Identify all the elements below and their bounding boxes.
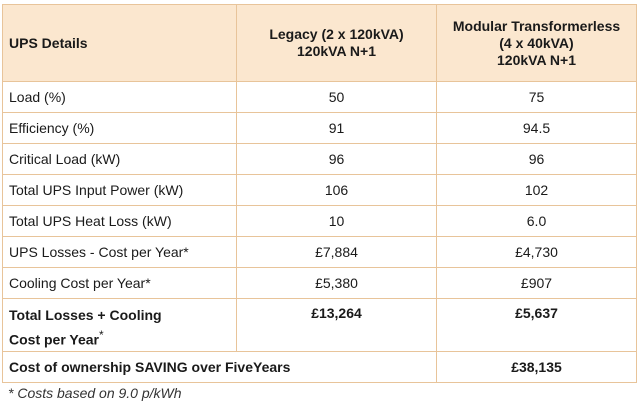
modular-value: 94.5 — [436, 112, 637, 144]
modular-value: 6.0 — [436, 205, 637, 237]
ups-comparison-table-wrapper: UPS Details Legacy (2 x 120kVA) 120kVA N… — [2, 4, 637, 383]
table-row: Total UPS Heat Loss (kW) 10 6.0 — [2, 205, 637, 237]
saving-row: Cost of ownership SAVING over FiveYears … — [2, 351, 637, 383]
total-label: Total Losses + Cooling Cost per Year* — [2, 298, 237, 352]
modular-value: £4,730 — [436, 236, 637, 268]
header-modular: Modular Transformerless (4 x 40kVA) 120k… — [436, 4, 637, 82]
header-ups-details: UPS Details — [2, 4, 237, 82]
row-label: Load (%) — [2, 81, 237, 113]
legacy-value: 106 — [236, 174, 437, 206]
header-legacy-line: 120kVA N+1 — [297, 43, 376, 59]
row-label: Total UPS Input Power (kW) — [2, 174, 237, 206]
row-label: Efficiency (%) — [2, 112, 237, 144]
modular-value: 96 — [436, 143, 637, 175]
saving-label: Cost of ownership SAVING over FiveYears — [2, 351, 437, 383]
table-row: Load (%) 50 75 — [2, 81, 637, 113]
header-modular-line: (4 x 40kVA) — [499, 34, 574, 51]
footnote-mark: * — [99, 328, 104, 342]
table-header-row: UPS Details Legacy (2 x 120kVA) 120kVA N… — [2, 4, 637, 82]
total-label-line: Total Losses + Cooling — [9, 307, 162, 323]
legacy-value: 91 — [236, 112, 437, 144]
legacy-value: 50 — [236, 81, 437, 113]
legacy-value: £7,884 — [236, 236, 437, 268]
footnote: * Costs based on 9.0 p/kWh — [8, 385, 182, 401]
modular-value: £907 — [436, 267, 637, 299]
table-row: UPS Losses - Cost per Year* £7,884 £4,73… — [2, 236, 637, 268]
table-row: Cooling Cost per Year* £5,380 £907 — [2, 267, 637, 299]
row-label: UPS Losses - Cost per Year* — [2, 236, 237, 268]
total-legacy-value: £13,264 — [236, 298, 437, 352]
ups-comparison-table: UPS Details Legacy (2 x 120kVA) 120kVA N… — [2, 4, 637, 383]
total-row: Total Losses + Cooling Cost per Year* £1… — [2, 298, 637, 352]
table-row: Total UPS Input Power (kW) 106 102 — [2, 174, 637, 206]
legacy-value: 10 — [236, 205, 437, 237]
table-row: Critical Load (kW) 96 96 — [2, 143, 637, 175]
header-modular-line: Modular Transformerless — [452, 17, 621, 34]
total-label-line: Cost per Year* — [9, 325, 230, 350]
legacy-value: 96 — [236, 143, 437, 175]
row-label: Cooling Cost per Year* — [2, 267, 237, 299]
row-label: Critical Load (kW) — [2, 143, 237, 175]
total-label-text: Cost per Year — [9, 331, 100, 348]
modular-value: 75 — [436, 81, 637, 113]
header-modular-line: 120kVA N+1 — [497, 51, 576, 68]
row-label: Total UPS Heat Loss (kW) — [2, 205, 237, 237]
header-legacy-line: Legacy (2 x 120kVA) — [269, 26, 404, 42]
total-modular-value: £5,637 — [436, 298, 637, 352]
header-legacy: Legacy (2 x 120kVA) 120kVA N+1 — [236, 4, 437, 82]
modular-value: 102 — [436, 174, 637, 206]
table-row: Efficiency (%) 91 94.5 — [2, 112, 637, 144]
legacy-value: £5,380 — [236, 267, 437, 299]
saving-value: £38,135 — [436, 351, 637, 383]
